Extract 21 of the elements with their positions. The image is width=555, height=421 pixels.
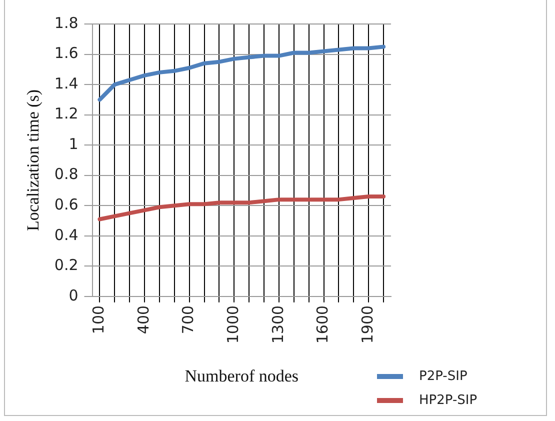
- y-tick-label: 0.6: [54, 196, 78, 214]
- x-tick-label: 1900: [358, 305, 376, 344]
- y-tick-label: 1: [68, 134, 78, 153]
- x-tick-label: 100: [90, 305, 108, 334]
- x-tick-label: 1600: [314, 305, 332, 344]
- y-tick-label: 1.8: [54, 14, 78, 32]
- x-tick-label: 400: [134, 305, 152, 334]
- x-tick-label: 1300: [268, 305, 287, 344]
- legend-label: P2P-SIP: [419, 368, 468, 384]
- x-tick-label: 700: [179, 305, 198, 334]
- y-tick-label: 0.2: [54, 256, 78, 274]
- y-tick-label: 0.8: [54, 165, 78, 184]
- legend-label: HP2P-SIP: [419, 392, 478, 408]
- y-tick-label: 1.4: [54, 74, 78, 92]
- y-tick-label: 1.2: [54, 104, 78, 123]
- x-axis-title: Numberof nodes: [184, 366, 299, 386]
- x-tick-label: 1000: [224, 305, 242, 344]
- y-tick-label: 0: [68, 286, 78, 304]
- y-tick-label: 1.6: [54, 44, 78, 62]
- y-tick-label: 0.4: [54, 226, 78, 244]
- y-axis-title: Localization time (s): [24, 89, 43, 232]
